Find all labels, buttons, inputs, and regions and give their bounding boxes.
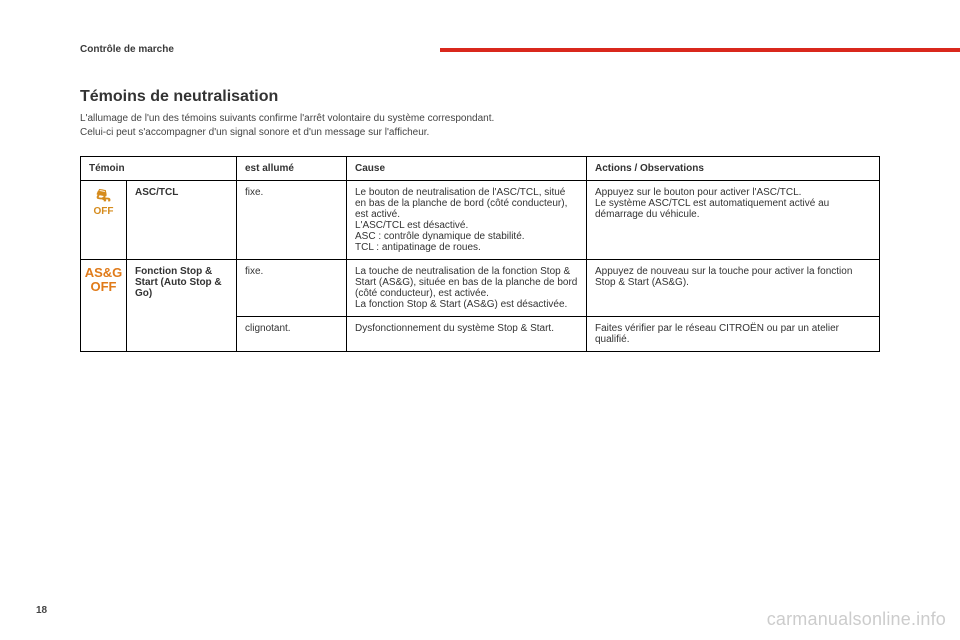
table-row: AS&G OFF Fonction Stop & Start (Auto Sto… xyxy=(81,260,880,317)
col-header-cause: Cause xyxy=(347,157,587,181)
row-action: Appuyez de nouveau sur la touche pour ac… xyxy=(587,260,880,317)
row-cause: Dysfonctionnement du système Stop & Star… xyxy=(347,317,587,352)
col-header-allume: est allumé xyxy=(237,157,347,181)
col-header-actions: Actions / Observations xyxy=(587,157,880,181)
asg-line2: OFF xyxy=(91,279,117,294)
row-label: Fonction Stop & Start (Auto Stop & Go) xyxy=(127,260,237,352)
col-header-temoin: Témoin xyxy=(81,157,237,181)
row-allume: fixe. xyxy=(237,260,347,317)
intro-line-2: Celui-ci peut s'accompagner d'un signal … xyxy=(80,127,429,138)
asc-glyph: ⛐ xyxy=(94,187,114,206)
row-cause: Le bouton de neutralisation de l'ASC/TCL… xyxy=(347,181,587,260)
page-number: 18 xyxy=(36,605,47,616)
row-cause: La touche de neutralisation de la foncti… xyxy=(347,260,587,317)
page-title: Témoins de neutralisation xyxy=(80,88,278,106)
row-allume: fixe. xyxy=(237,181,347,260)
table-row: ⛐ OFF ASC/TCL fixe. Le bouton de neutral… xyxy=(81,181,880,260)
row-action: Faites vérifier par le réseau CITROËN ou… xyxy=(587,317,880,352)
row-action: Appuyez sur le bouton pour activer l'ASC… xyxy=(587,181,880,260)
watermark: carmanualsonline.info xyxy=(767,609,946,630)
header-stripe xyxy=(440,48,960,52)
table-header-row: Témoin est allumé Cause Actions / Observ… xyxy=(81,157,880,181)
asc-off-text: OFF xyxy=(94,206,114,217)
asg-off-icon: AS&G OFF xyxy=(81,260,127,352)
indicators-table: Témoin est allumé Cause Actions / Observ… xyxy=(80,156,880,352)
intro-text: L'allumage de l'un des témoins suivants … xyxy=(80,112,494,139)
asc-off-icon: ⛐ OFF xyxy=(81,181,127,260)
row-label: ASC/TCL xyxy=(127,181,237,260)
intro-line-1: L'allumage de l'un des témoins suivants … xyxy=(80,113,494,124)
section-label: Contrôle de marche xyxy=(80,44,174,55)
row-allume: clignotant. xyxy=(237,317,347,352)
